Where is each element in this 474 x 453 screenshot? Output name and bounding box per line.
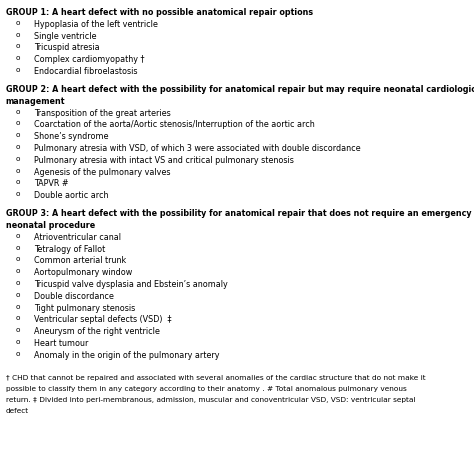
Text: o: o [16,292,20,298]
Text: Pulmonary atresia with VSD, of which 3 were associated with double discordance: Pulmonary atresia with VSD, of which 3 w… [34,144,361,153]
Text: o: o [16,156,20,162]
Text: GROUP 1: A heart defect with no possible anatomical repair options: GROUP 1: A heart defect with no possible… [6,8,313,17]
Text: o: o [16,109,20,115]
Text: TAPVR #: TAPVR # [34,179,69,188]
Text: Coarctation of the aorta/Aortic stenosis/Interruption of the aortic arch: Coarctation of the aorta/Aortic stenosis… [34,120,315,130]
Text: Common arterial trunk: Common arterial trunk [34,256,127,265]
Text: o: o [16,144,20,150]
Text: defect: defect [6,408,29,414]
Text: Tetralogy of Fallot: Tetralogy of Fallot [34,245,105,254]
Text: o: o [16,339,20,345]
Text: Double aortic arch: Double aortic arch [34,191,109,200]
Text: o: o [16,351,20,357]
Text: o: o [16,256,20,262]
Text: o: o [16,179,20,185]
Text: Heart tumour: Heart tumour [34,339,89,348]
Text: return. ‡ Divided into peri-membranous, admission, muscular and conoventricular : return. ‡ Divided into peri-membranous, … [6,397,415,403]
Text: Aneurysm of the right ventricle: Aneurysm of the right ventricle [34,327,160,336]
Text: o: o [16,132,20,138]
Text: Hypoplasia of the left ventricle: Hypoplasia of the left ventricle [34,20,158,29]
Text: Transposition of the great arteries: Transposition of the great arteries [34,109,171,118]
Text: Agenesis of the pulmonary valves: Agenesis of the pulmonary valves [34,168,171,177]
Text: o: o [16,191,20,197]
Text: Aortopulmonary window: Aortopulmonary window [34,268,132,277]
Text: o: o [16,280,20,286]
Text: Pulmonary atresia with intact VS and critical pulmonary stenosis: Pulmonary atresia with intact VS and cri… [34,156,294,165]
Text: Atrioventricular canal: Atrioventricular canal [34,233,121,242]
Text: o: o [16,20,20,26]
Text: Double discordance: Double discordance [34,292,114,301]
Text: o: o [16,67,20,73]
Text: Endocardial fibroelastosis: Endocardial fibroelastosis [34,67,137,76]
Text: Tight pulmonary stenosis: Tight pulmonary stenosis [34,304,136,313]
Text: GROUP 2: A heart defect with the possibility for anatomical repair but may requi: GROUP 2: A heart defect with the possibi… [6,85,474,94]
Text: o: o [16,120,20,126]
Text: o: o [16,327,20,333]
Text: Shone’s syndrome: Shone’s syndrome [34,132,109,141]
Text: o: o [16,304,20,309]
Text: o: o [16,32,20,38]
Text: Tricuspid atresia: Tricuspid atresia [34,43,100,53]
Text: Ventricular septal defects (VSD)  ‡: Ventricular septal defects (VSD) ‡ [34,315,172,324]
Text: † CHD that cannot be repaired and associated with several anomalies of the cardi: † CHD that cannot be repaired and associ… [6,375,425,381]
Text: possible to classify them in any category according to their anatomy . # Total a: possible to classify them in any categor… [6,386,406,392]
Text: GROUP 3: A heart defect with the possibility for anatomical repair that does not: GROUP 3: A heart defect with the possibi… [6,209,471,218]
Text: Complex cardiomyopathy †: Complex cardiomyopathy † [34,55,145,64]
Text: o: o [16,245,20,251]
Text: o: o [16,43,20,49]
Text: Tricuspid valve dysplasia and Ebstein’s anomaly: Tricuspid valve dysplasia and Ebstein’s … [34,280,228,289]
Text: o: o [16,268,20,274]
Text: neonatal procedure: neonatal procedure [6,221,95,230]
Text: management: management [6,97,65,106]
Text: Single ventricle: Single ventricle [34,32,97,41]
Text: o: o [16,315,20,321]
Text: o: o [16,233,20,239]
Text: o: o [16,168,20,173]
Text: o: o [16,55,20,61]
Text: Anomaly in the origin of the pulmonary artery: Anomaly in the origin of the pulmonary a… [34,351,219,360]
